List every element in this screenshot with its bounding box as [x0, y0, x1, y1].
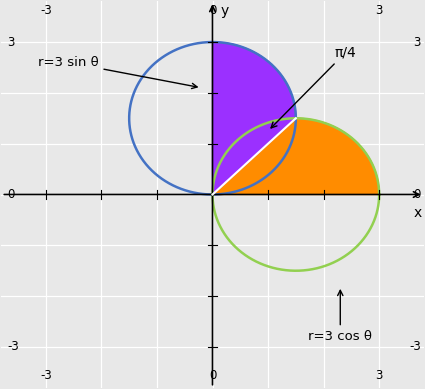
Text: -3: -3	[7, 340, 19, 354]
Text: 3: 3	[414, 35, 421, 49]
Text: 0: 0	[414, 188, 421, 201]
Polygon shape	[212, 42, 296, 194]
Text: y: y	[221, 4, 229, 18]
Text: 0: 0	[209, 4, 216, 17]
Text: x: x	[414, 206, 422, 220]
Text: -3: -3	[409, 340, 421, 354]
Polygon shape	[212, 118, 379, 194]
Text: -3: -3	[40, 368, 52, 382]
Text: r=3 cos θ: r=3 cos θ	[308, 290, 372, 343]
Text: π/4: π/4	[271, 45, 357, 128]
Text: 3: 3	[375, 368, 383, 382]
Text: 0: 0	[7, 188, 14, 201]
Text: 3: 3	[375, 4, 383, 17]
Text: r=3 sin θ: r=3 sin θ	[38, 56, 197, 89]
Text: 3: 3	[7, 35, 14, 49]
Text: 0: 0	[209, 368, 216, 382]
Text: -3: -3	[40, 4, 52, 17]
